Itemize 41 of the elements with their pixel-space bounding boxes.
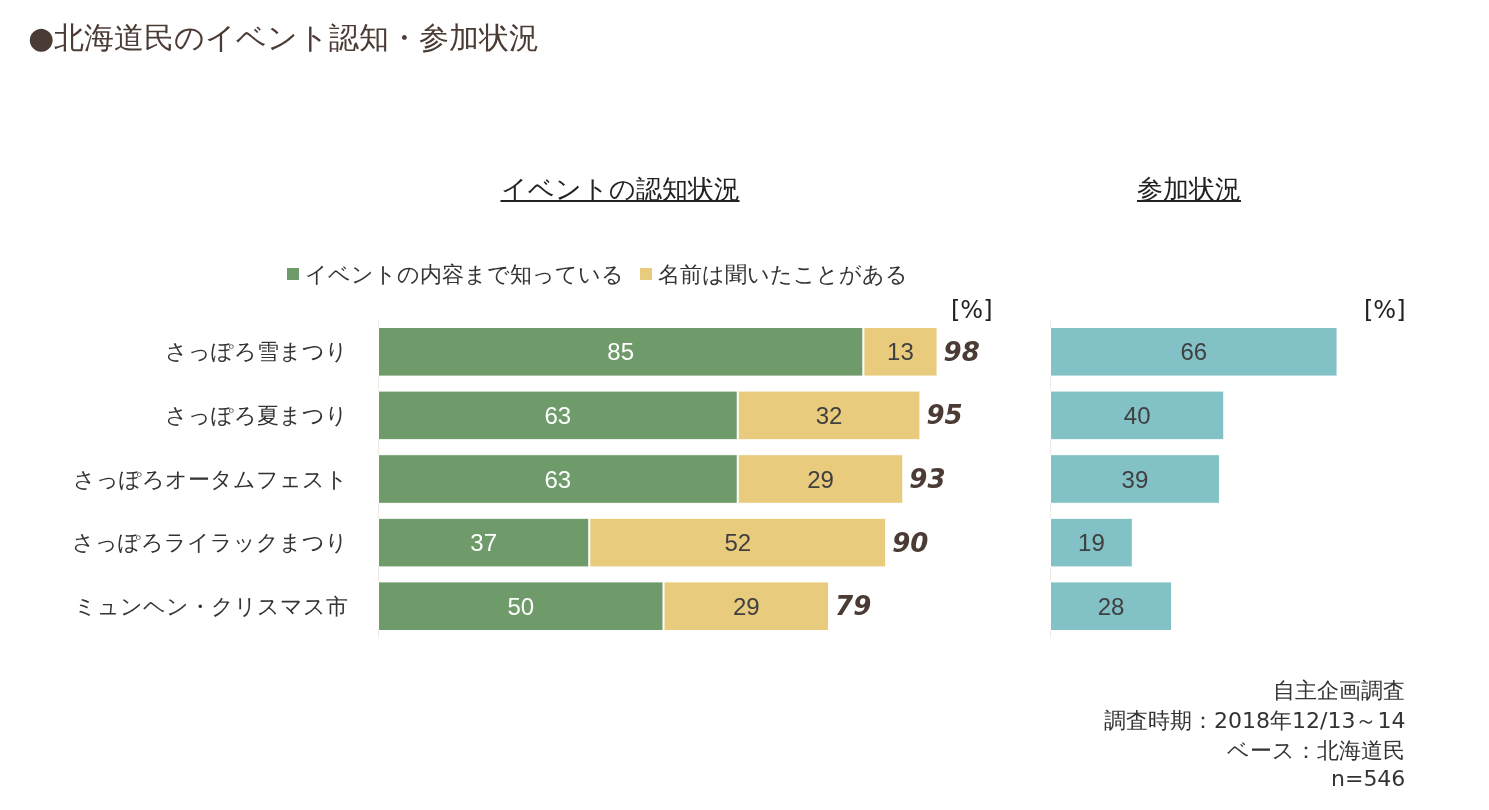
data-label: 85 <box>607 338 635 366</box>
x-axis-title: [%] <box>1364 296 1406 324</box>
chart-title: ●北海道民のイベント認知・参加状況 <box>28 19 540 57</box>
data-label: 29 <box>732 592 760 620</box>
bar <box>1050 327 1338 377</box>
x-axis-title: [%] <box>951 296 993 324</box>
y-tick-label: さっぽろ夏まつり <box>165 402 348 428</box>
legend-label: イベントの内容まで知っている <box>305 261 624 287</box>
data-label: 29 <box>807 465 834 493</box>
total-label: 79 <box>835 591 872 622</box>
data-label: 66 <box>1180 338 1208 366</box>
bar <box>1050 581 1172 631</box>
data-label: 13 <box>887 338 914 366</box>
total-label: 93 <box>909 464 946 494</box>
data-label: 40 <box>1123 401 1151 429</box>
total-label: 95 <box>926 400 963 431</box>
legend-label: 名前は聞いたことがある <box>658 261 908 287</box>
text: n=546 <box>1331 766 1406 791</box>
data-label: 63 <box>544 465 572 493</box>
data-label: 37 <box>470 529 497 557</box>
y-tick-label: ミュンヘン・クリスマス市 <box>74 593 348 619</box>
y-tick-label: さっぽろオータムフェスト <box>73 466 348 492</box>
chart-subtitle: 参加状況 <box>1137 173 1241 206</box>
text: 調査時期：2018年12/13～14 <box>1104 707 1406 735</box>
total-label: 98 <box>943 336 980 367</box>
bar <box>1050 517 1133 568</box>
y-tick-label: さっぽろ雪まつり <box>165 339 348 365</box>
chart-subtitle: イベントの認知状況 <box>500 173 740 206</box>
data-label: 63 <box>544 401 572 429</box>
text: 自主企画調査 <box>1273 677 1405 705</box>
bar <box>1050 454 1220 504</box>
text: ベース：北海道民 <box>1227 737 1405 765</box>
data-label: 52 <box>724 529 752 557</box>
data-label: 39 <box>1121 465 1149 493</box>
data-label: 19 <box>1078 529 1105 557</box>
data-label: 50 <box>507 592 535 620</box>
data-label: 28 <box>1097 592 1125 620</box>
total-label: 90 <box>892 527 929 558</box>
bar <box>1050 390 1225 441</box>
y-tick-label: さっぽろライラックまつり <box>72 530 348 556</box>
data-label: 32 <box>815 401 843 429</box>
